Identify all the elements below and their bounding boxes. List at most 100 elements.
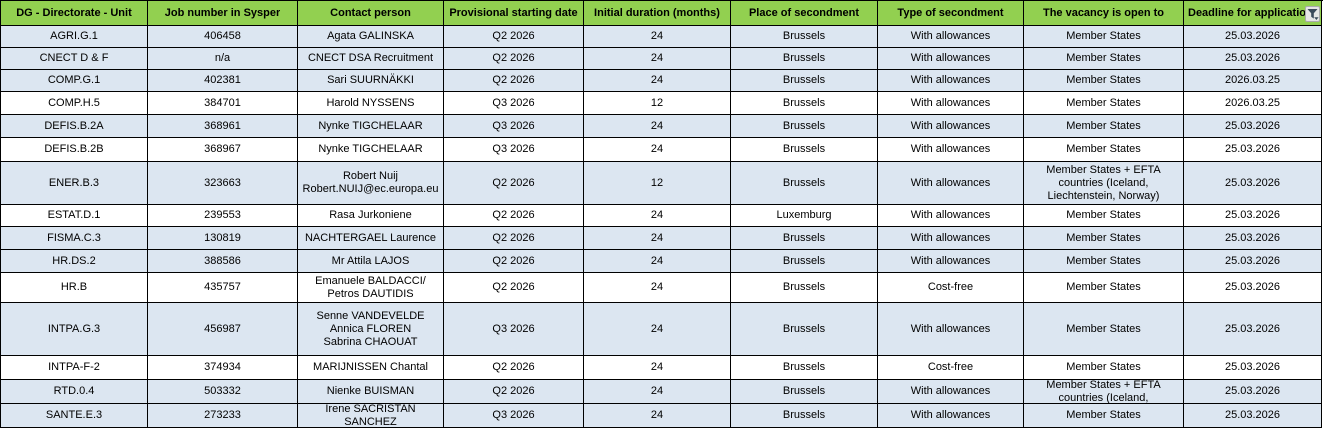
cell-place[interactable]: Brussels xyxy=(731,303,878,356)
column-header-type[interactable]: Type of secondment xyxy=(878,1,1024,26)
cell-starting-date[interactable]: Q3 2026 xyxy=(444,92,584,115)
cell-open-to[interactable]: Member States xyxy=(1024,250,1184,273)
cell-dg-unit[interactable]: HR.B xyxy=(1,273,148,303)
cell-starting-date[interactable]: Q3 2026 xyxy=(444,303,584,356)
cell-duration[interactable]: 24 xyxy=(584,273,731,303)
cell-place[interactable]: Brussels xyxy=(731,70,878,92)
cell-contact-person[interactable]: Harold NYSSENS xyxy=(298,92,444,115)
cell-place[interactable]: Brussels xyxy=(731,356,878,380)
cell-open-to[interactable]: Member States xyxy=(1024,26,1184,48)
cell-type[interactable]: With allowances xyxy=(878,115,1024,138)
cell-place[interactable]: Brussels xyxy=(731,250,878,273)
cell-open-to[interactable]: Member States xyxy=(1024,356,1184,380)
column-header-starting-date[interactable]: Provisional starting date xyxy=(444,1,584,26)
cell-starting-date[interactable]: Q3 2026 xyxy=(444,115,584,138)
cell-starting-date[interactable]: Q2 2026 xyxy=(444,70,584,92)
cell-deadline[interactable]: 25.03.2026 xyxy=(1184,404,1322,428)
cell-starting-date[interactable]: Q2 2026 xyxy=(444,162,584,205)
cell-place[interactable]: Brussels xyxy=(731,48,878,70)
column-header-duration[interactable]: Initial duration (months) xyxy=(584,1,731,26)
cell-contact-person[interactable]: Robert Nuij Robert.NUIJ@ec.europa.eu xyxy=(298,162,444,205)
column-header-open-to[interactable]: The vacancy is open to xyxy=(1024,1,1184,26)
cell-type[interactable]: With allowances xyxy=(878,205,1024,227)
cell-job-number[interactable]: n/a xyxy=(148,48,298,70)
cell-deadline[interactable]: 25.03.2026 xyxy=(1184,227,1322,250)
cell-job-number[interactable]: 503332 xyxy=(148,380,298,404)
cell-dg-unit[interactable]: COMP.G.1 xyxy=(1,70,148,92)
cell-place[interactable]: Brussels xyxy=(731,92,878,115)
cell-place[interactable]: Brussels xyxy=(731,227,878,250)
cell-open-to[interactable]: Member States xyxy=(1024,205,1184,227)
cell-type[interactable]: With allowances xyxy=(878,250,1024,273)
cell-duration[interactable]: 24 xyxy=(584,250,731,273)
cell-type[interactable]: With allowances xyxy=(878,227,1024,250)
cell-type[interactable]: With allowances xyxy=(878,26,1024,48)
cell-contact-person[interactable]: NACHTERGAEL Laurence xyxy=(298,227,444,250)
cell-open-to[interactable]: Member States xyxy=(1024,273,1184,303)
cell-dg-unit[interactable]: FISMA.C.3 xyxy=(1,227,148,250)
cell-place[interactable]: Brussels xyxy=(731,273,878,303)
cell-duration[interactable]: 24 xyxy=(584,303,731,356)
cell-type[interactable]: With allowances xyxy=(878,380,1024,404)
cell-place[interactable]: Brussels xyxy=(731,115,878,138)
cell-dg-unit[interactable]: SANTE.E.3 xyxy=(1,404,148,428)
cell-starting-date[interactable]: Q3 2026 xyxy=(444,138,584,162)
cell-contact-person[interactable]: CNECT DSA Recruitment xyxy=(298,48,444,70)
cell-contact-person[interactable]: MARIJNISSEN Chantal xyxy=(298,356,444,380)
cell-deadline[interactable]: 25.03.2026 xyxy=(1184,162,1322,205)
cell-starting-date[interactable]: Q3 2026 xyxy=(444,404,584,428)
cell-contact-person[interactable]: Mr Attila LAJOS xyxy=(298,250,444,273)
cell-dg-unit[interactable]: CNECT D & F xyxy=(1,48,148,70)
cell-duration[interactable]: 12 xyxy=(584,162,731,205)
cell-job-number[interactable]: 239553 xyxy=(148,205,298,227)
cell-place[interactable]: Brussels xyxy=(731,404,878,428)
cell-contact-person[interactable]: Nynke TIGCHELAAR xyxy=(298,138,444,162)
cell-contact-person[interactable]: Nienke BUISMAN xyxy=(298,380,444,404)
column-header-deadline[interactable]: Deadline for application xyxy=(1184,1,1322,26)
cell-open-to[interactable]: Member States xyxy=(1024,303,1184,356)
cell-duration[interactable]: 24 xyxy=(584,48,731,70)
cell-type[interactable]: With allowances xyxy=(878,92,1024,115)
cell-duration[interactable]: 24 xyxy=(584,115,731,138)
cell-duration[interactable]: 24 xyxy=(584,356,731,380)
cell-deadline[interactable]: 25.03.2026 xyxy=(1184,115,1322,138)
cell-contact-person[interactable]: Agata GALINSKA xyxy=(298,26,444,48)
cell-starting-date[interactable]: Q2 2026 xyxy=(444,205,584,227)
column-header-place[interactable]: Place of secondment xyxy=(731,1,878,26)
cell-contact-person[interactable]: Nynke TIGCHELAAR xyxy=(298,115,444,138)
cell-job-number[interactable]: 384701 xyxy=(148,92,298,115)
cell-duration[interactable]: 24 xyxy=(584,227,731,250)
cell-deadline[interactable]: 25.03.2026 xyxy=(1184,138,1322,162)
cell-dg-unit[interactable]: ESTAT.D.1 xyxy=(1,205,148,227)
cell-type[interactable]: Cost-free xyxy=(878,356,1024,380)
column-header-dg-unit[interactable]: DG - Directorate - Unit xyxy=(1,1,148,26)
cell-place[interactable]: Luxemburg xyxy=(731,205,878,227)
cell-open-to[interactable]: Member States xyxy=(1024,48,1184,70)
cell-dg-unit[interactable]: DEFIS.B.2A xyxy=(1,115,148,138)
cell-open-to[interactable]: Member States xyxy=(1024,70,1184,92)
cell-duration[interactable]: 24 xyxy=(584,404,731,428)
cell-starting-date[interactable]: Q2 2026 xyxy=(444,48,584,70)
cell-job-number[interactable]: 323663 xyxy=(148,162,298,205)
cell-type[interactable]: With allowances xyxy=(878,48,1024,70)
cell-job-number[interactable]: 368961 xyxy=(148,115,298,138)
cell-deadline[interactable]: 25.03.2026 xyxy=(1184,26,1322,48)
cell-duration[interactable]: 24 xyxy=(584,26,731,48)
cell-duration[interactable]: 24 xyxy=(584,205,731,227)
column-header-job-number[interactable]: Job number in Sysper xyxy=(148,1,298,26)
cell-open-to[interactable]: Member States + EFTA countries (Iceland, xyxy=(1024,380,1184,404)
cell-duration[interactable]: 12 xyxy=(584,92,731,115)
cell-contact-person[interactable]: Senne VANDEVELDE Annica FLOREN Sabrina C… xyxy=(298,303,444,356)
cell-open-to[interactable]: Member States xyxy=(1024,92,1184,115)
cell-open-to[interactable]: Member States xyxy=(1024,138,1184,162)
filter-button[interactable] xyxy=(1305,6,1320,22)
cell-type[interactable]: With allowances xyxy=(878,70,1024,92)
cell-starting-date[interactable]: Q2 2026 xyxy=(444,227,584,250)
cell-type[interactable]: With allowances xyxy=(878,162,1024,205)
cell-open-to[interactable]: Member States xyxy=(1024,115,1184,138)
cell-job-number[interactable]: 456987 xyxy=(148,303,298,356)
cell-dg-unit[interactable]: INTPA-F-2 xyxy=(1,356,148,380)
cell-place[interactable]: Brussels xyxy=(731,380,878,404)
cell-duration[interactable]: 24 xyxy=(584,70,731,92)
cell-contact-person[interactable]: Irene SACRISTAN SANCHEZ xyxy=(298,404,444,428)
